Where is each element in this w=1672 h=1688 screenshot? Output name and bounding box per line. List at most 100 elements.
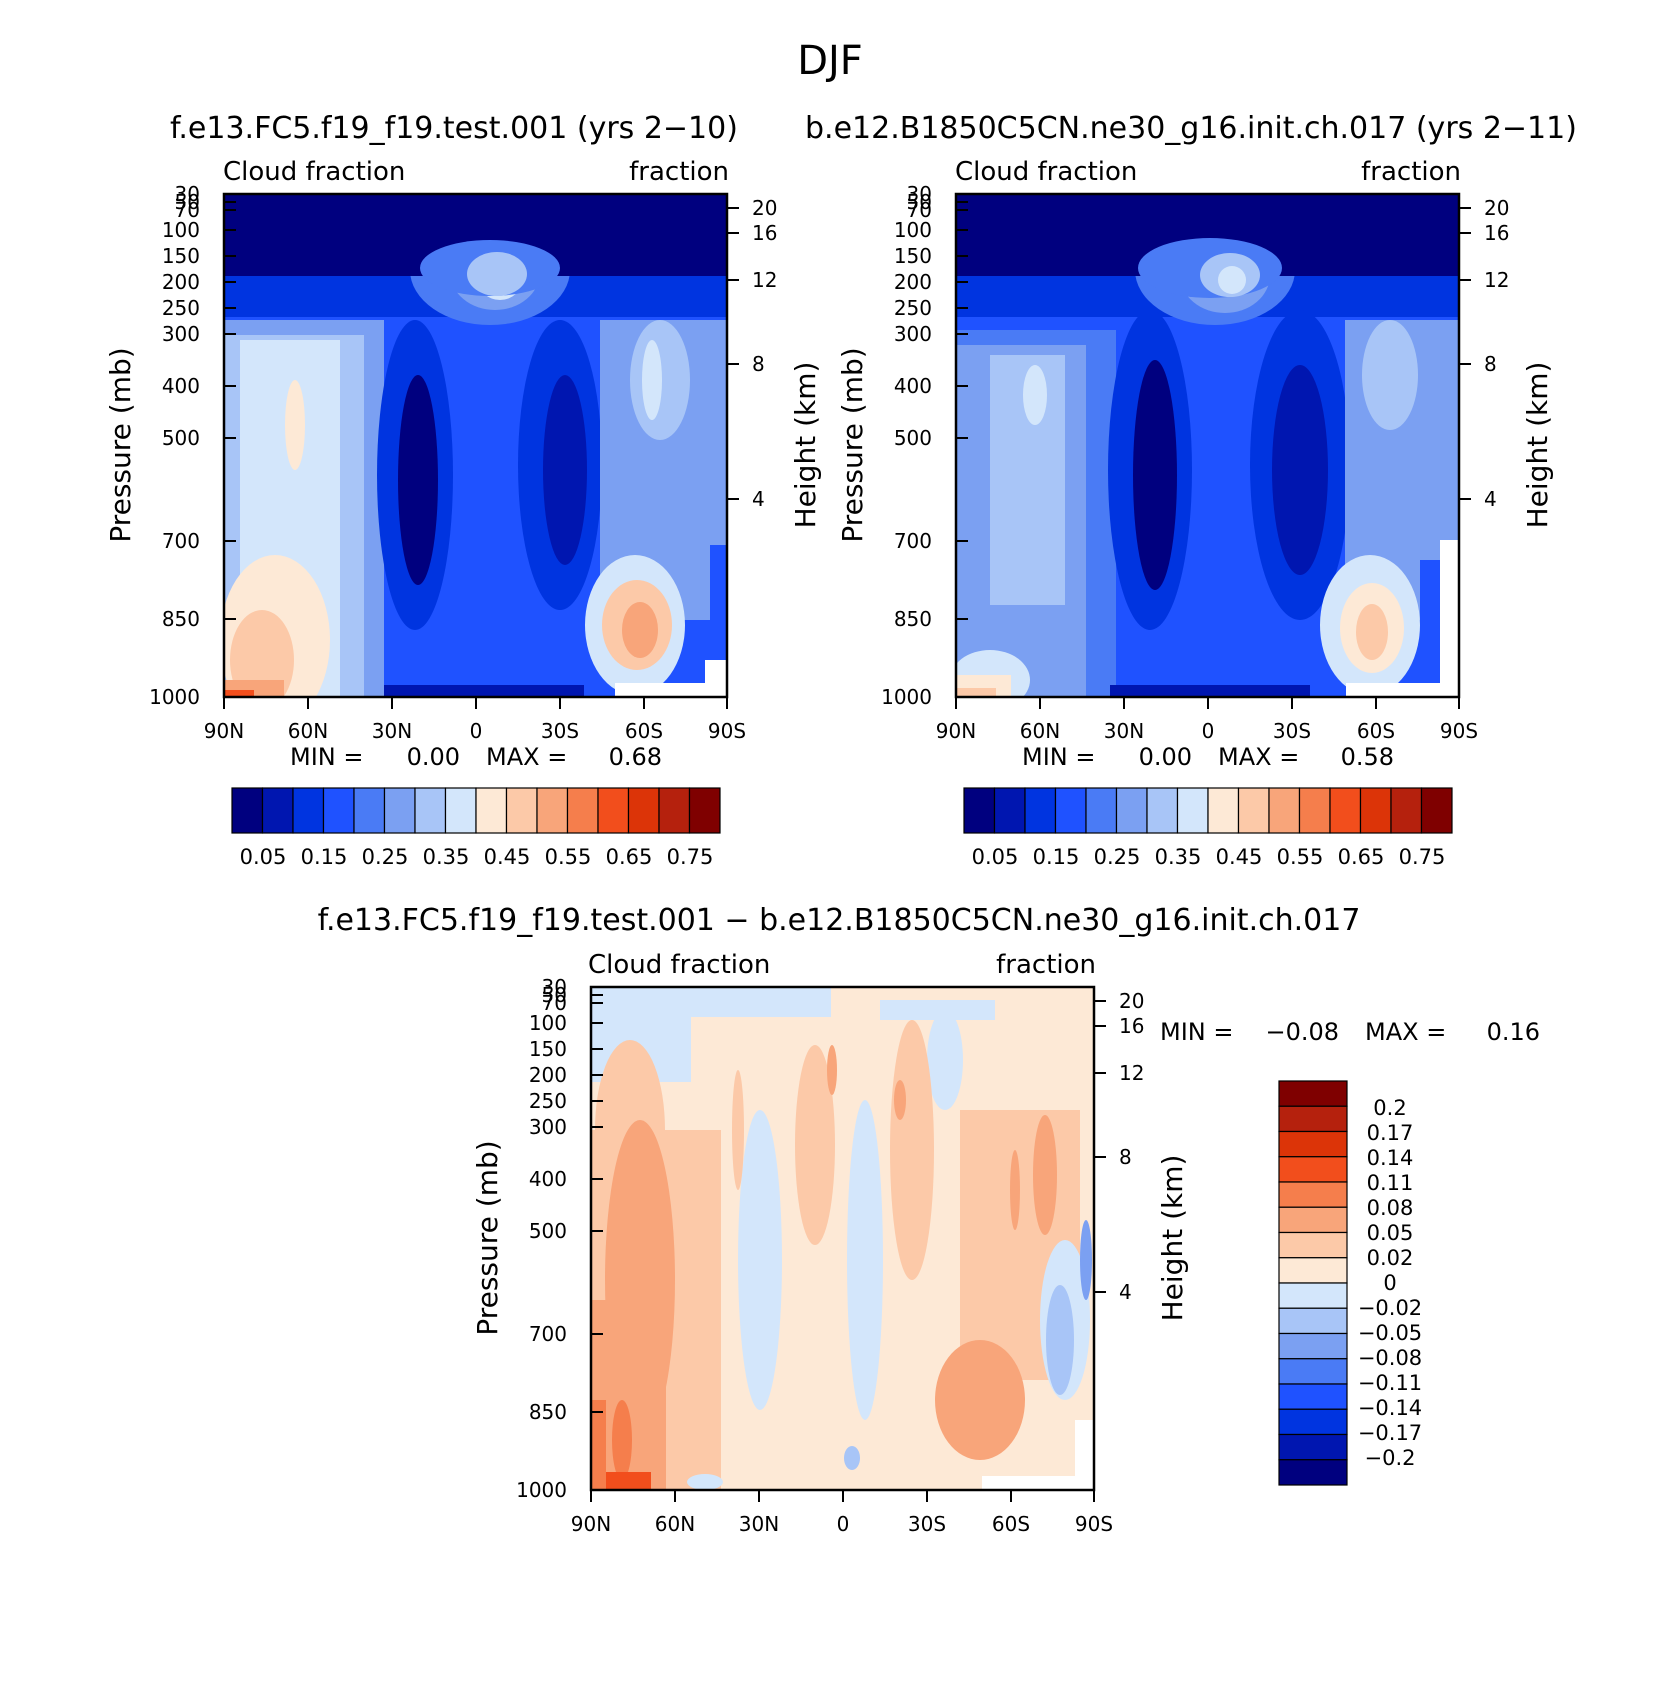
y2-tick-label: 16 xyxy=(752,221,777,245)
fill-missing xyxy=(1075,1420,1094,1490)
y-axis-title: Pressure (mb) xyxy=(836,347,869,542)
colorbar-swatch xyxy=(597,787,630,834)
right-label: fraction xyxy=(1361,157,1461,187)
colorbar-swatch xyxy=(444,787,477,834)
colorbar-label: 0.45 xyxy=(484,845,531,869)
x-tick-label: 30S xyxy=(541,719,579,743)
max-value: 0.58 xyxy=(1341,743,1394,771)
colorbar-swatch xyxy=(1278,1105,1348,1133)
x-tick-label: 60N xyxy=(288,719,328,743)
fill-sh-pos xyxy=(1033,1115,1057,1235)
colorbar-swatch xyxy=(1278,1231,1348,1259)
y-tick-label: 100 xyxy=(162,218,200,242)
y-axis-ticks xyxy=(956,193,968,620)
y-tick-label: 850 xyxy=(894,607,932,631)
max-label: MAX = xyxy=(486,743,567,771)
y-tick-label: 250 xyxy=(894,296,932,320)
y-tick-label: 700 xyxy=(894,529,932,553)
colorbar-swatch xyxy=(1390,787,1423,834)
y-axis-ticks xyxy=(224,193,236,620)
y-tick-label: 500 xyxy=(894,426,932,450)
colorbar-label: 0.14 xyxy=(1367,1146,1414,1170)
panel-difference: Cloud fraction fraction xyxy=(471,950,1540,1536)
colorbar-swatch xyxy=(627,787,660,834)
y-tick-label: 150 xyxy=(529,1037,567,1061)
colorbar-label: 0.25 xyxy=(1094,845,1141,869)
colorbar-swatch xyxy=(414,787,447,834)
y2-tick-label: 4 xyxy=(1484,487,1497,511)
y-tick-label: 50 xyxy=(542,983,567,1007)
min-value: 0.00 xyxy=(1139,743,1192,771)
x-tick-label: 0 xyxy=(1202,719,1215,743)
colorbar-label: −0.05 xyxy=(1358,1321,1422,1345)
left-label: Cloud fraction xyxy=(955,157,1137,187)
contour-plot xyxy=(224,194,727,697)
y-tick-label: 30 xyxy=(907,182,932,206)
colorbar-label: 0.35 xyxy=(423,845,470,869)
colorbar-swatch xyxy=(231,787,264,834)
colorbar-label: 0 xyxy=(1383,1271,1396,1295)
contour-plot xyxy=(956,194,1459,697)
y-tick-label: 400 xyxy=(529,1167,567,1191)
fill-sh-pos xyxy=(1010,1150,1020,1230)
y2-axis: 20 16 12 8 4 xyxy=(1094,989,1144,1304)
colorbar-label: 0.65 xyxy=(606,845,653,869)
x-tick-label: 30N xyxy=(1104,719,1144,743)
colorbar-label: −0.02 xyxy=(1358,1296,1422,1320)
fill-missing xyxy=(705,660,727,697)
y-tick-label: 70 xyxy=(175,198,200,222)
fill-trop-neg xyxy=(847,1100,883,1420)
colorbar-swatch xyxy=(1278,1080,1348,1107)
fill-trop-pos xyxy=(827,1045,837,1095)
y2-axis-title: Height (km) xyxy=(789,362,822,529)
colorbar-swatch xyxy=(292,787,325,834)
x-tick-label: 60N xyxy=(655,1512,695,1536)
colorbar-swatch xyxy=(1054,787,1087,834)
contour-plot xyxy=(591,987,1094,1490)
colorbar-swatch xyxy=(1115,787,1148,834)
fill-trop-pos xyxy=(894,1080,906,1120)
colorbar-swatch xyxy=(1278,1206,1348,1234)
y-tick-label: 30 xyxy=(175,182,200,206)
x-axis: 90N 60N 30N 0 30S 60S 90S xyxy=(571,1490,1113,1536)
colorbar-swatch xyxy=(688,787,721,834)
colorbar-label: 0.45 xyxy=(1216,845,1263,869)
colorbar xyxy=(1278,1080,1348,1486)
colorbar-label: 0.05 xyxy=(240,845,287,869)
y-tick-label: 200 xyxy=(894,270,932,294)
colorbar-swatch xyxy=(1298,787,1331,834)
colorbar-swatch xyxy=(1278,1358,1348,1385)
y-tick-label: 200 xyxy=(162,270,200,294)
fill-subtrop-dry xyxy=(1133,360,1177,590)
x-tick-label: 60S xyxy=(992,1512,1030,1536)
x-tick-label: 30S xyxy=(1273,719,1311,743)
left-label: Cloud fraction xyxy=(588,950,770,980)
y2-tick-label: 12 xyxy=(1119,1061,1144,1085)
x-tick-label: 0 xyxy=(470,719,483,743)
fill-nh-surface xyxy=(224,690,254,697)
colorbar-swatch xyxy=(1024,787,1057,834)
colorbar-swatch xyxy=(1237,787,1270,834)
fill-missing xyxy=(1346,683,1459,697)
colorbar-labels: 0.2 0.17 0.14 0.11 0.08 0.05 0.02 0 −0.0… xyxy=(1358,1096,1422,1470)
y-tick-label: 300 xyxy=(894,322,932,346)
min-label: MIN = xyxy=(1160,1018,1233,1046)
fill-top-neg xyxy=(880,1000,995,1020)
y-tick-label: 200 xyxy=(529,1063,567,1087)
colorbar-label: 0.08 xyxy=(1367,1196,1414,1220)
colorbar-swatch xyxy=(1176,787,1209,834)
colorbar-swatch xyxy=(1278,1257,1348,1284)
y2-tick-label: 4 xyxy=(1119,1280,1132,1304)
x-tick-label: 30S xyxy=(908,1512,946,1536)
max-value: 0.68 xyxy=(609,743,662,771)
fill-upper-lobe-top xyxy=(467,252,527,296)
x-tick-label: 90N xyxy=(936,719,976,743)
x-tick-label: 30N xyxy=(739,1512,779,1536)
fill-surface-band xyxy=(1110,685,1310,697)
y-tick-label: 300 xyxy=(162,322,200,346)
colorbar-swatch xyxy=(1268,787,1301,834)
panel-control: Cloud fraction fraction xyxy=(836,157,1554,869)
y2-axis-title: Height (km) xyxy=(1521,362,1554,529)
y2-tick-label: 8 xyxy=(1119,1145,1132,1169)
